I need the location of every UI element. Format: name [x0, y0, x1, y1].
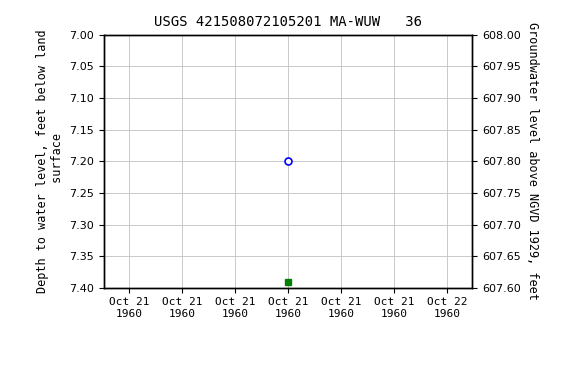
Title: USGS 421508072105201 MA-WUW   36: USGS 421508072105201 MA-WUW 36: [154, 15, 422, 29]
Y-axis label: Depth to water level, feet below land
 surface: Depth to water level, feet below land su…: [36, 30, 63, 293]
Y-axis label: Groundwater level above NGVD 1929, feet: Groundwater level above NGVD 1929, feet: [526, 22, 540, 300]
